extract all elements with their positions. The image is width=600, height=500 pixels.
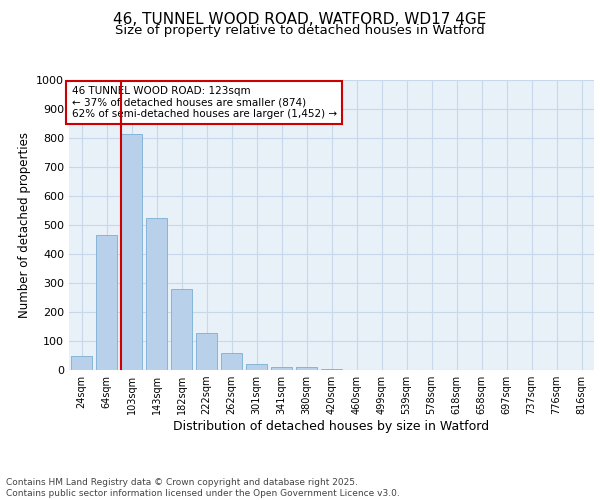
Bar <box>296 367 317 370</box>
Text: 46, TUNNEL WOOD ROAD, WATFORD, WD17 4GE: 46, TUNNEL WOOD ROAD, WATFORD, WD17 4GE <box>113 12 487 28</box>
Bar <box>271 367 292 370</box>
Text: 46 TUNNEL WOOD ROAD: 123sqm
← 37% of detached houses are smaller (874)
62% of se: 46 TUNNEL WOOD ROAD: 123sqm ← 37% of det… <box>71 86 337 119</box>
Bar <box>221 353 242 370</box>
Text: Contains HM Land Registry data © Crown copyright and database right 2025.
Contai: Contains HM Land Registry data © Crown c… <box>6 478 400 498</box>
Bar <box>196 333 217 370</box>
Bar <box>121 134 142 370</box>
X-axis label: Distribution of detached houses by size in Watford: Distribution of detached houses by size … <box>173 420 490 433</box>
Bar <box>171 289 192 370</box>
Text: Size of property relative to detached houses in Watford: Size of property relative to detached ho… <box>115 24 485 37</box>
Bar <box>71 356 92 370</box>
Bar <box>96 235 117 370</box>
Bar <box>146 218 167 370</box>
Y-axis label: Number of detached properties: Number of detached properties <box>17 132 31 318</box>
Bar <box>246 364 267 370</box>
Bar <box>321 368 342 370</box>
